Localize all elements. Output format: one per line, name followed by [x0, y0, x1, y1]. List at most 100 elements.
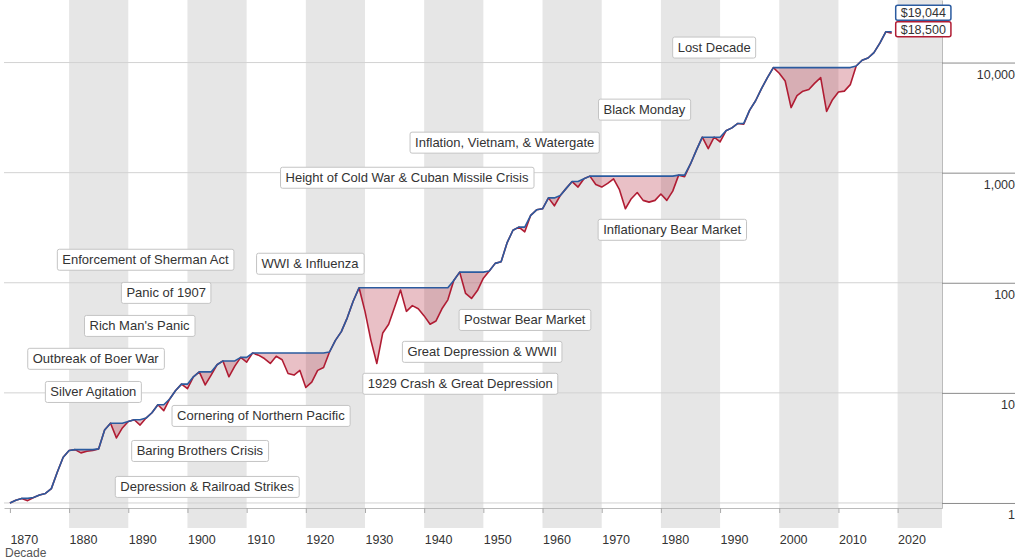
x-tick: 2000 [780, 508, 808, 547]
annotation-text: Rich Man's Panic [90, 318, 191, 333]
x-tick-mark [424, 508, 425, 513]
annotation-text: 1929 Crash & Great Depression [368, 376, 553, 391]
annotation: Inflation, Vietnam, & Watergate [410, 132, 599, 153]
y-tick-label: 1 [1008, 508, 1015, 522]
annotation-box [598, 219, 746, 240]
end-label-box [896, 5, 951, 20]
x-tick: 1990 [721, 508, 749, 547]
x-tick-label: 2020 [898, 533, 926, 547]
grid-line [4, 62, 942, 63]
chart-container: 1870188018901900191019201930194019501960… [0, 0, 1024, 560]
annotation-box [132, 440, 269, 461]
annotation-box [121, 282, 211, 303]
x-tick: 1890 [129, 508, 157, 547]
annotation: Inflationary Bear Market [598, 219, 746, 240]
x-tick-mark [898, 508, 899, 513]
annotation-text: Black Monday [603, 102, 685, 117]
end-label-box [896, 22, 951, 37]
y-tick-label: 100 [994, 288, 1015, 302]
annotation-text: Great Depression & WWII [407, 344, 557, 359]
x-tick: 1970 [602, 508, 630, 547]
end-label: $19,044 [896, 5, 951, 20]
annotation-box [598, 99, 690, 120]
x-tick-label: 2010 [839, 533, 867, 547]
annotation: Silver Agitation [45, 381, 141, 402]
annotation: 1929 Crash & Great Depression [363, 373, 558, 394]
annotation-text: Depression & Railroad Strikes [120, 479, 294, 494]
annotation-text: Inflationary Bear Market [603, 222, 741, 237]
x-tick-label: 1900 [188, 533, 216, 547]
decade-band [661, 0, 720, 528]
x-tick-label: 1970 [602, 533, 630, 547]
annotation: Rich Man's Panic [85, 315, 196, 336]
drawdown-area [10, 32, 892, 503]
x-tick: 1980 [661, 508, 689, 547]
x-tick: 1930 [365, 508, 393, 547]
x-tick-label: 1950 [484, 533, 512, 547]
annotation-text: Height of Cold War & Cuban Missile Crisi… [286, 170, 529, 185]
x-tick: 1870 [10, 508, 38, 547]
annotation-text: Inflation, Vietnam, & Watergate [415, 135, 594, 150]
annotation: Cornering of Northern Pacific [172, 405, 350, 426]
y-tick: 100 [942, 283, 1015, 302]
x-tick: 2020 [898, 508, 926, 547]
annotation-text: WWI & Influenza [262, 256, 360, 271]
x-tick-label: 1980 [661, 533, 689, 547]
y-tick-mark [942, 503, 1015, 504]
y-tick: 10,000 [942, 63, 1015, 82]
annotation: Black Monday [598, 99, 690, 120]
x-axis: 1870188018901900191019201930194019501960… [5, 508, 943, 547]
y-tick-label: 10,000 [977, 68, 1015, 82]
x-axis-line [5, 508, 943, 509]
data-marks [10, 32, 892, 503]
x-tick-mark [661, 508, 662, 513]
annotations: Lost Decade Black Monday Inflation, Vietna… [28, 37, 756, 497]
y-tick-mark [942, 63, 1015, 64]
annotation: WWI & Influenza [257, 253, 365, 274]
end-label-text: $18,500 [901, 23, 946, 37]
grid-line [4, 502, 942, 503]
annotation: Panic of 1907 [121, 282, 211, 303]
annotation-box [459, 309, 591, 330]
x-tick: 1920 [306, 508, 334, 547]
y-tick-mark [942, 393, 1015, 394]
chart-svg: 1870188018901900191019201930194019501960… [0, 0, 1024, 560]
annotation: Outbreak of Boer War [28, 348, 165, 369]
x-tick-mark [306, 508, 307, 513]
annotation-text: Outbreak of Boer War [33, 351, 160, 366]
x-tick-label: 1910 [247, 533, 275, 547]
series-line [10, 32, 892, 503]
annotation-box [363, 373, 558, 394]
x-tick-mark [720, 508, 721, 513]
x-tick-mark [779, 508, 780, 513]
x-tick-mark [543, 508, 544, 513]
annotation-text: Panic of 1907 [126, 285, 206, 300]
annotation-box [57, 249, 234, 270]
annotation-text: Baring Brothers Crisis [137, 443, 264, 458]
x-tick: 1940 [425, 508, 453, 547]
y-axis: 1 10 100 1,000 10,000 [942, 1, 1015, 523]
x-tick-mark [483, 508, 484, 513]
annotation-box [402, 341, 562, 362]
annotation-box [115, 476, 299, 497]
y-tick: 10 [942, 393, 1015, 412]
y-tick-mark [942, 173, 1015, 174]
x-tick-mark [187, 508, 188, 513]
annotation-box [281, 167, 534, 188]
annotation-box [28, 348, 165, 369]
y-tick-mark [942, 283, 1015, 284]
annotation-text: Lost Decade [678, 40, 751, 55]
x-tick-label: 2000 [780, 533, 808, 547]
x-tick: 1950 [484, 508, 512, 547]
annotation-box [673, 37, 756, 58]
y-tick: 1,000 [942, 173, 1015, 192]
y-tick-label: 1,000 [984, 178, 1015, 192]
x-axis-title: Decade [5, 546, 47, 560]
y-tick: 1 [942, 503, 1015, 522]
x-tick: 1900 [188, 508, 216, 547]
y-tick-label: 10 [1001, 398, 1015, 412]
x-tick: 2010 [839, 508, 867, 547]
annotation: Great Depression & WWII [402, 341, 562, 362]
x-tick-mark [602, 508, 603, 513]
x-tick-mark [10, 508, 11, 513]
